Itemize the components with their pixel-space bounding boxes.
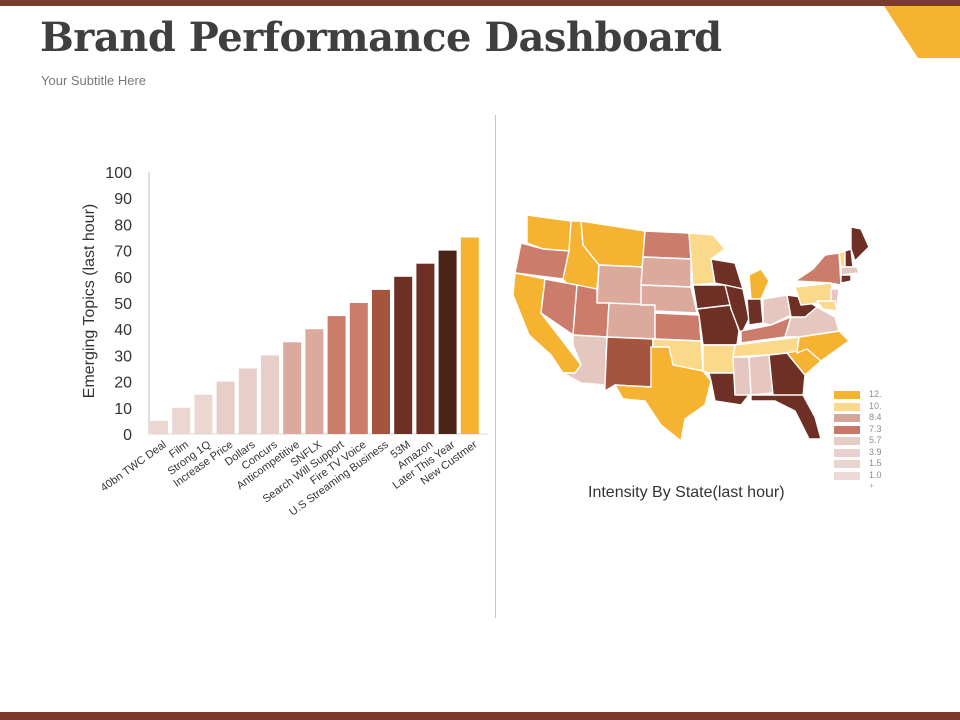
legend-swatch: [834, 460, 860, 468]
state-texas: [614, 346, 712, 442]
state-new-york: [794, 252, 842, 286]
legend-item: 1.5: [834, 459, 894, 471]
y-tick-label: 100: [105, 165, 132, 182]
legend-label: 1.0: [869, 469, 882, 480]
bottom-accent-bar: [0, 712, 960, 720]
state-washington: [526, 214, 572, 252]
y-tick-label: 40: [114, 322, 132, 339]
state-wyoming: [596, 264, 644, 306]
bar: [261, 355, 279, 434]
bar: [150, 420, 168, 434]
state-south-dakota: [640, 256, 692, 288]
legend-label: 5.7: [869, 435, 882, 445]
map-caption: Intensity By State(last hour): [588, 484, 785, 501]
y-tick-label: 90: [114, 191, 132, 208]
y-tick-label: 60: [114, 270, 132, 287]
bar: [327, 316, 346, 434]
bar: [372, 289, 390, 434]
map-states: [512, 214, 870, 442]
panel-divider: [495, 115, 496, 618]
legend-swatch: [834, 448, 860, 457]
legend-swatch: [834, 414, 860, 422]
bar: [172, 407, 191, 434]
legend-swatch: [834, 437, 860, 445]
legend-swatch: [834, 402, 860, 411]
y-tick-label: 30: [114, 348, 132, 365]
legend-item: 10.: [834, 400, 894, 414]
bar: [394, 276, 413, 434]
y-tick-label: 10: [114, 401, 132, 418]
emerging-topics-bar-chart: 0 10 20 30 40 50 60 70 80 90 100 Emerging Topics (l…: [81, 165, 488, 519]
bar: [305, 329, 324, 434]
legend-item: 7.3: [834, 423, 894, 437]
bar: [238, 368, 257, 434]
legend-swatch: [834, 391, 860, 399]
legend-item: 3.9: [834, 446, 894, 460]
state-mississippi: [732, 356, 752, 396]
state-north-dakota: [642, 230, 692, 260]
state-maine: [850, 226, 870, 262]
state-kansas: [654, 312, 702, 342]
bar: [216, 381, 235, 434]
page-title: Brand Performance Dashboard: [40, 14, 722, 61]
legend-swatch: [834, 425, 860, 434]
state-indiana: [746, 298, 764, 326]
corner-accent-shape: [884, 6, 960, 58]
bar: [460, 237, 479, 434]
legend-label: 1.5: [869, 458, 882, 468]
legend-item: 8.4: [834, 413, 894, 425]
legend-label: 7.3: [869, 423, 882, 434]
bar: [438, 250, 457, 434]
y-tick-label: 0: [123, 427, 132, 444]
state-arkansas: [702, 344, 738, 374]
top-accent-bar: [0, 0, 960, 6]
bar: [283, 342, 302, 434]
legend-overflow-text: +: [834, 482, 894, 494]
legend-label: 10.: [869, 400, 882, 411]
us-state-intensity-map: [512, 214, 870, 442]
page-subtitle: Your Subtitle Here: [41, 73, 147, 88]
legend-label: 8.4: [869, 412, 882, 422]
y-axis-title: Emerging Topics (last hour): [81, 204, 98, 398]
legend-label: 3.9: [869, 446, 882, 457]
state-new-mexico: [604, 336, 654, 392]
map-legend: 12. 10. 8.4 7.3 5.7 3.9 1.5 1.0 +: [834, 390, 894, 494]
state-ohio: [762, 294, 792, 326]
y-tick-label: 70: [114, 244, 132, 261]
y-tick-label: 50: [114, 296, 132, 313]
y-tick-label: 20: [114, 375, 132, 392]
state-michigan: [748, 268, 770, 300]
state-illinois: [724, 284, 750, 336]
state-massachusetts: [840, 266, 860, 276]
bar: [194, 394, 213, 434]
state-maryland: [816, 300, 838, 312]
bar: [416, 263, 435, 434]
state-connecticut: [840, 274, 852, 284]
x-category-label: 40bn TWC Deal: [99, 439, 169, 495]
bar: [349, 303, 368, 434]
legend-item: 1.0: [834, 469, 894, 483]
legend-swatch: [834, 471, 860, 480]
state-florida: [750, 394, 822, 440]
legend-label: 12.: [869, 389, 882, 399]
legend-overflow-label: +: [869, 481, 875, 491]
legend-item: 5.7: [834, 436, 894, 448]
state-nebraska: [640, 284, 698, 314]
state-colorado: [606, 302, 656, 340]
legend-item: 12.: [834, 390, 894, 402]
y-tick-label: 80: [114, 217, 132, 234]
